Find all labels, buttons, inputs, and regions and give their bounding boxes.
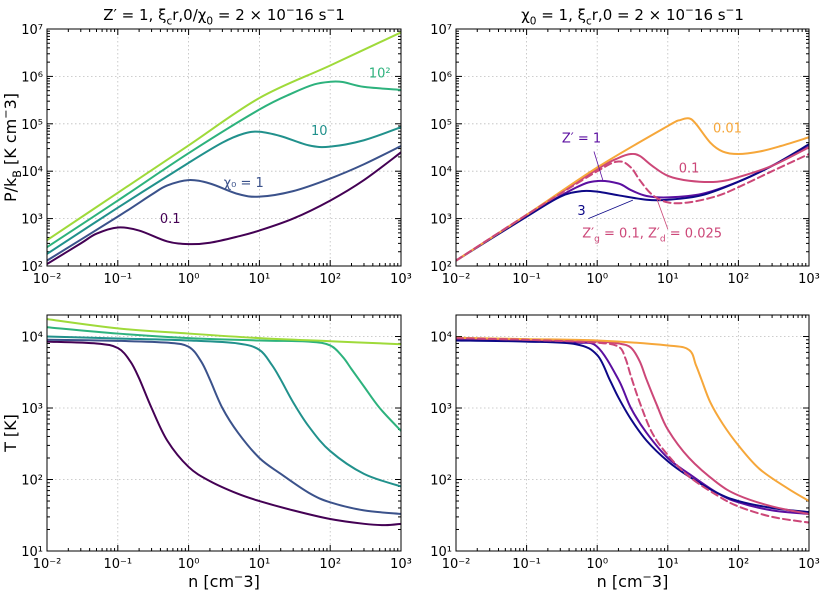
plot-frame (455, 314, 810, 552)
series-line-z-1 (456, 338, 809, 515)
y-tick-label: 10² (21, 260, 43, 275)
series-line-z-3 (456, 339, 809, 514)
y-tick-label: 10⁴ (21, 165, 43, 180)
x-tick-label: 10⁻² (33, 557, 62, 572)
series-line-0-10 (47, 335, 401, 488)
leader-line-z1 (593, 151, 604, 181)
series-group (47, 31, 401, 266)
y-tick-label: 10² (430, 474, 452, 489)
series-line-0-0-1 (47, 340, 401, 527)
x-tick-label: 10³ (798, 272, 820, 287)
series-annotation: 3 (577, 204, 585, 219)
y-tick-label: 10¹ (430, 545, 452, 560)
panel-title: χ0​ = 1, ξc​r,0 = 2 × 10−​16 s−​1 (521, 5, 744, 28)
plot-frame (46, 28, 402, 267)
series-line-0-10 (47, 126, 401, 255)
series-annotation: Z′g​ = 0.1, Z′d​ = 0.025 (582, 226, 722, 244)
y-tick-label: 10¹ (21, 545, 43, 560)
x-tick-label: 10¹ (249, 272, 271, 287)
x-axis-label: n [cm−​3] (597, 570, 669, 591)
plot-frame (46, 314, 402, 552)
series-line-z-3 (456, 143, 809, 262)
x-tick-label: 10² (319, 557, 341, 572)
series-line-z-g-0-1-z-d-0-025 (456, 337, 809, 524)
x-tick-label: 10⁻² (33, 272, 62, 287)
x-tick-label: 10⁰ (586, 272, 608, 287)
panel-bottom-left: 10⁻² 10⁻¹ 10⁰ 10¹ 10² 10³ 10¹ 10² 10³ 10⁴ n [cm−​3… (1, 314, 412, 591)
x-tick-label: 10³ (390, 557, 412, 572)
x-tick-label: 10⁻¹ (103, 557, 132, 572)
series-annotation: 0.1 (679, 161, 700, 176)
y-tick-label: 10² (21, 474, 43, 489)
x-tick-label: 10⁻¹ (512, 557, 541, 572)
y-tick-label: 10⁴ (430, 331, 452, 346)
y-axis-label: P/kB​ [K cm−​3] (0, 93, 24, 202)
series-annotation: 0.01 (713, 122, 742, 137)
series-group (456, 336, 809, 524)
y-axis-label: T [K] (1, 414, 20, 453)
x-tick-label: 10¹ (657, 272, 679, 287)
y-tick-label: 10⁴ (21, 331, 43, 346)
x-tick-label: 10¹ (657, 557, 679, 572)
x-tick-label: 10³ (390, 272, 412, 287)
x-tick-label: 10⁻¹ (512, 272, 541, 287)
series-line-z-0-1 (456, 146, 809, 262)
series-group (456, 117, 809, 262)
y-tick-label: 10³ (21, 402, 43, 417)
x-tick-label: 10⁰ (586, 557, 608, 572)
series-line-0-1 (47, 338, 401, 515)
series-line-z-0-01 (456, 117, 809, 262)
x-tick-label: 10⁻² (442, 272, 471, 287)
series-annotation: χ₀ = 1 (224, 176, 264, 191)
series-annotation: 10 (311, 124, 328, 139)
series-annotation: 0.1 (160, 212, 181, 227)
x-tick-label: 10⁻¹ (103, 272, 132, 287)
y-tick-label: 10³ (21, 213, 43, 228)
series-line-0-10-2 (47, 80, 401, 249)
x-tick-label: 10¹ (249, 557, 271, 572)
y-tick-label: 10² (430, 260, 452, 275)
series-line-z-0-01 (456, 336, 809, 503)
series-line-0-10-2 (47, 326, 401, 432)
y-tick-label: 10⁷ (430, 23, 452, 38)
series-line-z-0-1 (456, 337, 809, 515)
series-line-z-g-0-1-z-d-0-025 (456, 153, 809, 262)
leader-line-zg (656, 198, 669, 230)
series-annotation: Z′ = 1 (562, 132, 601, 147)
x-tick-label: 10² (728, 557, 750, 572)
series-line-z-1 (456, 145, 809, 262)
x-axis-label: n [cm−​3] (188, 570, 260, 591)
series-line-0-10-3 (47, 31, 401, 242)
x-tick-label: 10⁰ (178, 272, 200, 287)
y-tick-label: 10⁶ (21, 70, 43, 85)
series-line-0-10-3 (47, 318, 401, 346)
y-tick-label: 10³ (430, 213, 452, 228)
x-tick-label: 10⁰ (178, 557, 200, 572)
y-tick-label: 10⁷ (21, 23, 43, 38)
y-tick-label: 10⁵ (21, 118, 43, 133)
series-group (47, 318, 401, 527)
panel-top-right: 10⁻² 10⁻¹ 10⁰ 10¹ 10² 10³ 10² 10³ 10⁴ 10⁵ 10⁶ 10⁷ χ0… (430, 5, 820, 287)
x-tick-label: 10² (319, 272, 341, 287)
y-tick-label: 10³ (430, 402, 452, 417)
x-tick-label: 10³ (798, 557, 820, 572)
y-tick-label: 10⁴ (430, 165, 452, 180)
panel-title: Z′ = 1, ξc​r,0/χ0​ = 2 × 10−​16 s−​1 (103, 5, 345, 28)
plot-frame (455, 28, 810, 267)
y-tick-label: 10⁵ (430, 118, 452, 133)
series-line-0-1 (47, 145, 401, 262)
y-tick-label: 10⁶ (430, 70, 452, 85)
panel-top-left: 10⁻² 10⁻¹ 10⁰ 10¹ 10² 10³ 10² 10³ 10⁴ 10⁵ 10⁶ 10⁷ Z′… (0, 5, 412, 287)
panel-bottom-right: 10⁻² 10⁻¹ 10⁰ 10¹ 10² 10³ 10¹ 10² 10³ 10⁴ n [cm−​3… (430, 314, 820, 591)
series-line-0-0-1 (47, 151, 401, 266)
leader-line-3 (588, 199, 634, 219)
x-tick-label: 10² (728, 272, 750, 287)
series-annotation: 10² (369, 66, 391, 81)
x-tick-label: 10⁻² (442, 557, 471, 572)
